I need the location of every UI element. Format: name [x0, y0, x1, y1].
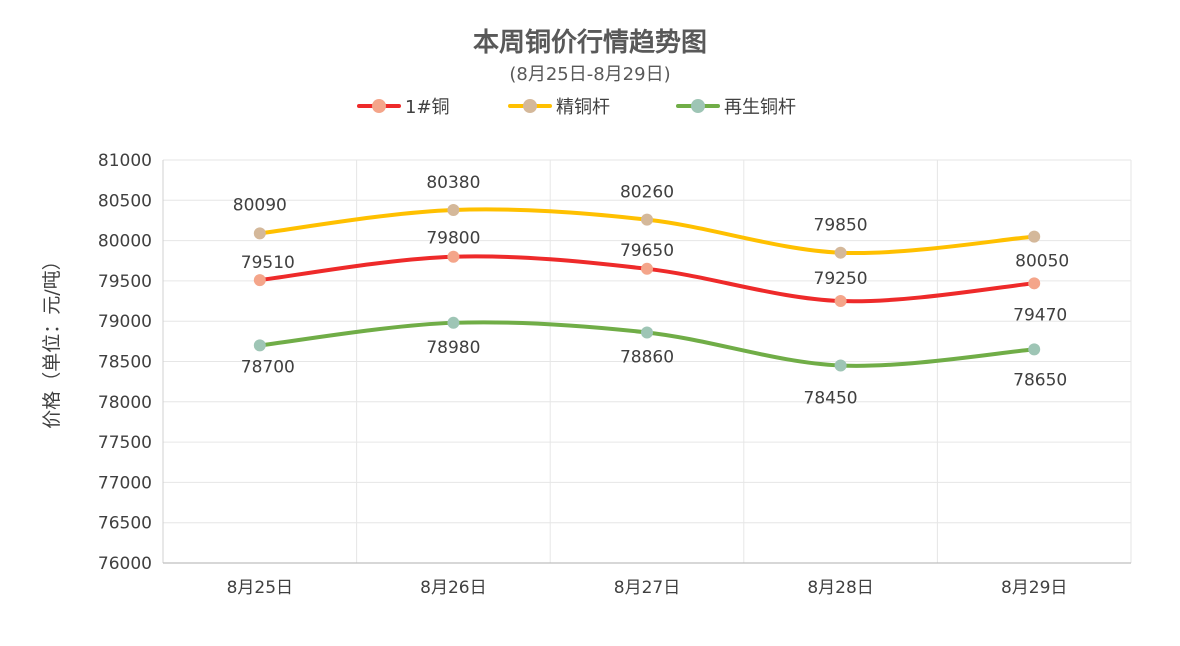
- data-point-recycled-rod: [253, 339, 266, 352]
- data-label-recycled-rod: 78980: [426, 338, 480, 358]
- legend-swatch-copper: [357, 92, 401, 120]
- y-tick-label: 77000: [98, 473, 152, 493]
- y-tick-label: 76000: [98, 554, 152, 574]
- series-lines: [257, 207, 1037, 368]
- data-point-copper: [1028, 277, 1041, 290]
- data-label-refined-rod: 80380: [426, 173, 480, 193]
- x-tick-label: 8月26日: [420, 578, 486, 598]
- data-label-refined-rod: 80090: [233, 195, 287, 215]
- data-labels: 79510 79800 79650 79250 79470 80090 80380 80260…: [233, 173, 1069, 409]
- grid: [162, 159, 1132, 563]
- data-label-copper: 79800: [426, 229, 480, 249]
- data-label-refined-rod: 80260: [620, 183, 674, 203]
- chart-title: 本周铜价行情趋势图: [472, 28, 707, 58]
- y-tick-label: 80500: [98, 191, 152, 211]
- data-point-copper: [253, 274, 266, 287]
- data-label-recycled-rod: 78450: [804, 389, 858, 409]
- legend-item-copper: 1#铜: [357, 92, 450, 120]
- data-label-recycled-rod: 78650: [1013, 370, 1067, 390]
- data-point-copper: [834, 295, 847, 308]
- data-label-refined-rod: 80050: [1015, 252, 1069, 272]
- data-label-copper: 79250: [814, 269, 868, 289]
- y-tick-label: 78500: [98, 353, 152, 373]
- legend-label-refined-rod: 精铜杆: [556, 97, 610, 118]
- legend-item-refined-rod: 精铜杆: [508, 92, 610, 120]
- y-tick-label: 80000: [98, 232, 152, 252]
- y-tick-label: 81000: [98, 151, 152, 171]
- legend-label-recycled-rod: 再生铜杆: [724, 97, 796, 118]
- y-tick-label: 76500: [98, 514, 152, 534]
- x-tick-label: 8月27日: [614, 578, 680, 598]
- data-point-recycled-rod: [834, 359, 847, 372]
- data-point-copper: [447, 250, 460, 263]
- x-tick-label: 8月29日: [1001, 578, 1067, 598]
- axes: 81000 80500 80000 79500 79000 78500 78000 77500…: [98, 151, 1131, 598]
- y-tick-label: 77500: [98, 433, 152, 453]
- data-label-copper: 79510: [241, 253, 295, 273]
- data-label-recycled-rod: 78860: [620, 347, 674, 367]
- legend-item-recycled-rod: 再生铜杆: [676, 92, 796, 120]
- legend-swatch-recycled-rod: [676, 92, 720, 120]
- y-tick-label: 79000: [98, 312, 152, 332]
- legend-label-copper: 1#铜: [405, 97, 450, 118]
- series-markers: [253, 203, 1041, 372]
- data-point-recycled-rod: [1028, 343, 1041, 356]
- data-label-copper: 79650: [620, 241, 674, 261]
- data-point-refined-rod: [834, 246, 847, 259]
- data-point-copper: [641, 262, 653, 275]
- chart-subtitle: (8月25日-8月29日): [509, 64, 671, 85]
- x-tick-label: 8月25日: [227, 578, 293, 598]
- y-tick-label: 79500: [98, 272, 152, 292]
- legend-swatch-refined-rod: [508, 92, 552, 120]
- data-label-copper: 79470: [1013, 305, 1067, 325]
- x-tick-label: 8月28日: [807, 578, 873, 598]
- data-point-refined-rod: [447, 203, 460, 216]
- data-label-refined-rod: 79850: [814, 216, 868, 236]
- legend: 1#铜 精铜杆 再生铜杆: [0, 92, 1180, 120]
- data-point-recycled-rod: [447, 316, 460, 329]
- y-tick-label: 78000: [98, 393, 152, 413]
- data-point-refined-rod: [1028, 230, 1041, 243]
- data-point-recycled-rod: [641, 326, 653, 339]
- data-point-refined-rod: [641, 213, 653, 226]
- y-axis-title: 价格（单位：元/吨）: [41, 251, 63, 428]
- data-point-refined-rod: [253, 227, 266, 240]
- data-label-recycled-rod: 78700: [241, 357, 295, 377]
